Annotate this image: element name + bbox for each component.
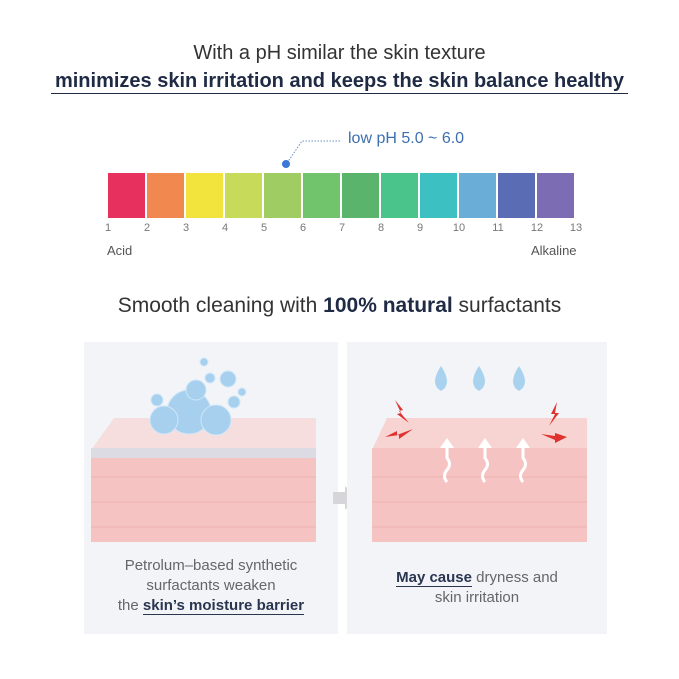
ph-callout: low pH 5.0 ~ 6.0 bbox=[348, 130, 465, 147]
panel-synthetic: Petrolum–based synthetic surfactants wea… bbox=[84, 342, 338, 634]
caption-line: the skin’s moisture barrier bbox=[84, 596, 338, 616]
caption-irritation: May cause dryness and skin irritation bbox=[347, 568, 607, 608]
caption-line: May cause dryness and bbox=[347, 568, 607, 588]
caption-text: dryness and bbox=[472, 569, 558, 586]
ph-number: 12 bbox=[530, 222, 544, 234]
ph-number: 7 bbox=[338, 222, 346, 234]
caption-line: surfactants weaken bbox=[146, 577, 276, 594]
ph-bar-9 bbox=[420, 173, 457, 218]
ph-marker-dot bbox=[282, 160, 290, 168]
ph-number: 1 bbox=[104, 222, 112, 234]
ph-number: 9 bbox=[416, 222, 424, 234]
acid-label: Acid bbox=[107, 243, 133, 258]
ph-bar-3 bbox=[186, 173, 223, 218]
ph-bar-1 bbox=[108, 173, 145, 218]
ph-bar-2 bbox=[147, 173, 184, 218]
alkaline-label: Alkaline bbox=[531, 243, 577, 258]
ph-number: 11 bbox=[492, 222, 504, 234]
callout-pointer bbox=[282, 140, 340, 168]
ph-bar-6 bbox=[303, 173, 340, 218]
heading-post: surfactants bbox=[452, 294, 562, 317]
panel-irritation: May cause dryness and skin irritation bbox=[347, 342, 607, 634]
heading-bold: 100% natural bbox=[323, 294, 453, 317]
ph-bar-4 bbox=[225, 173, 262, 218]
ph-number: 4 bbox=[221, 222, 229, 234]
ph-number: 10 bbox=[452, 222, 466, 234]
ph-number: 2 bbox=[143, 222, 151, 234]
caption-line: Petrolum–based synthetic bbox=[124, 557, 298, 574]
ph-number: 8 bbox=[377, 222, 385, 234]
caption-synthetic: Petrolum–based synthetic surfactants wea… bbox=[84, 556, 338, 616]
ph-number: 13 bbox=[569, 222, 583, 234]
subheadline: minimizes skin irritation and keeps the … bbox=[0, 70, 679, 94]
caption-text: the bbox=[117, 597, 143, 614]
ph-number: 6 bbox=[299, 222, 307, 234]
heading-pre: Smooth cleaning with bbox=[117, 294, 324, 317]
caption-emphasis: May cause bbox=[396, 569, 472, 587]
ph-bar-8 bbox=[381, 173, 418, 218]
subheadline-text: minimizes skin irritation and keeps the … bbox=[50, 70, 629, 94]
ph-number: 3 bbox=[182, 222, 190, 234]
caption-emphasis: skin’s moisture barrier bbox=[142, 597, 305, 615]
ph-bar-12 bbox=[537, 173, 574, 218]
ph-bar-11 bbox=[498, 173, 535, 218]
headline: With a pH similar the skin texture bbox=[193, 42, 486, 64]
ph-number: 5 bbox=[260, 222, 268, 234]
section-heading: Smooth cleaning with 100% natural surfac… bbox=[0, 294, 679, 318]
ph-bar-7 bbox=[342, 173, 379, 218]
ph-bar-10 bbox=[459, 173, 496, 218]
skin-irritation-illustration bbox=[372, 366, 587, 558]
ph-bar-5 bbox=[264, 173, 301, 218]
skin-foam-illustration bbox=[91, 357, 316, 558]
caption-line: skin irritation bbox=[434, 589, 520, 606]
